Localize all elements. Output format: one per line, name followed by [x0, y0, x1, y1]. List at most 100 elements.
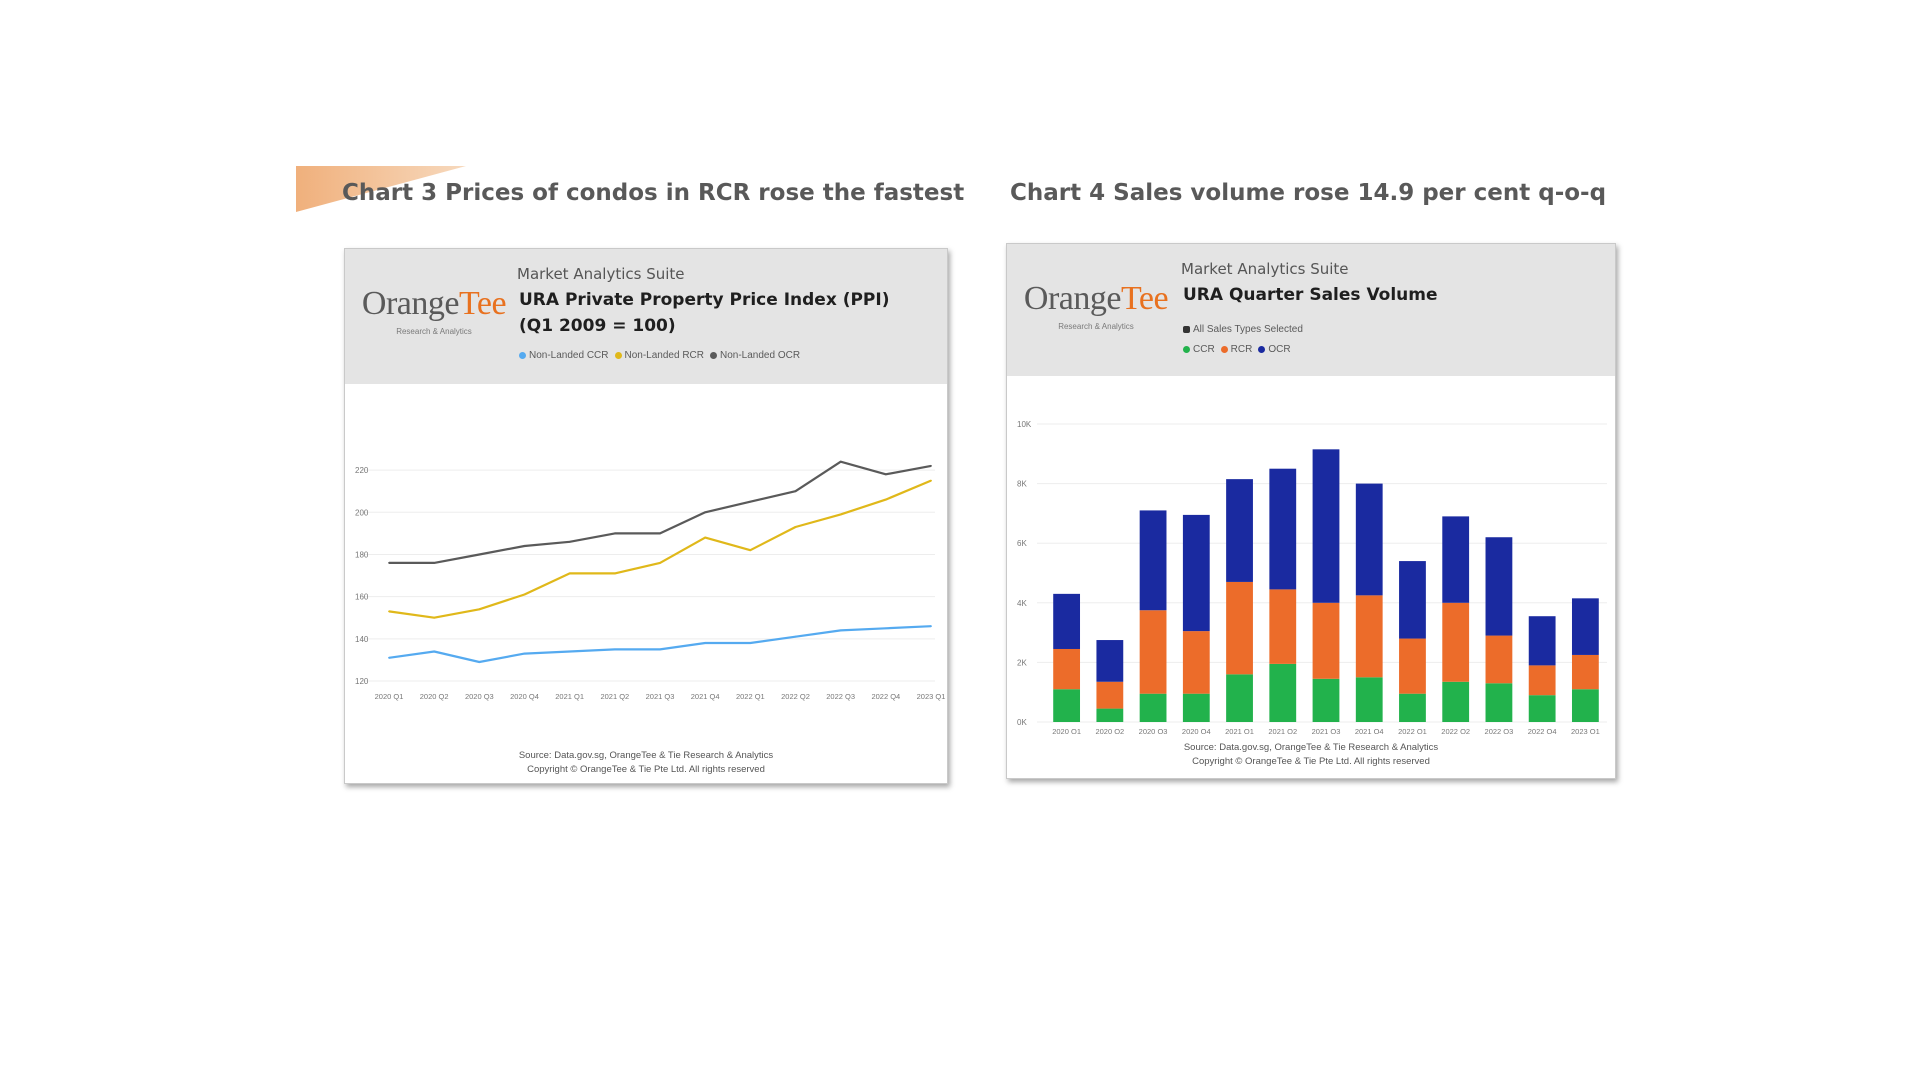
- ppi-chart-title: URA Private Property Price Index (PPI) (…: [519, 287, 890, 339]
- sales-bar-segment: [1096, 640, 1124, 682]
- ppi-y-tick-label: 120: [355, 677, 369, 686]
- logo-name-main: Orange: [1023, 280, 1122, 317]
- ppi-title-line-1: URA Private Property Price Index (PPI): [519, 290, 890, 310]
- ppi-line-chart: 120 140 160 180 200 220 2020 Q1 2020 Q2 2020 Q3 2…: [355, 460, 946, 701]
- sales-bar-segment: [1139, 510, 1167, 611]
- ppi-data-point: [794, 490, 797, 493]
- sales-x-tick-label: 2022 Q3: [1485, 727, 1514, 734]
- sales-bar-segment: [1485, 537, 1513, 636]
- ppi-legend-item: Non-Landed RCR: [614, 350, 705, 361]
- ppi-data-point: [433, 650, 436, 653]
- sales-bar-segment: [1226, 479, 1253, 582]
- sales-filter-note: All Sales Types Selected: [1183, 324, 1303, 335]
- sales-bar-segment: [1312, 602, 1340, 679]
- ppi-data-point: [523, 545, 526, 547]
- logo-tagline: Research & Analytics: [1058, 322, 1134, 331]
- sales-bar-segment: [1485, 635, 1513, 684]
- sales-bar-segment: [1096, 681, 1124, 709]
- sales-legend-item: OCR: [1258, 344, 1291, 355]
- sales-x-tick-label: 2020 Q4: [1182, 727, 1211, 734]
- chart-3-heading: Chart 3 Prices of condos in RCR rose the…: [342, 180, 965, 206]
- sales-bar-segment: [1528, 665, 1556, 696]
- logo-name-main: Orange: [361, 285, 460, 322]
- sales-y-tick-label: 8K: [1017, 480, 1027, 489]
- ppi-legend: Non-Landed CCR Non-Landed RCR Non-Landed O…: [519, 350, 806, 361]
- ppi-data-point: [523, 652, 526, 655]
- sales-bar-segment: [1355, 483, 1383, 596]
- sales-bar-segment: [1226, 581, 1253, 675]
- ppi-x-tick-label: 2020 Q1: [375, 692, 404, 701]
- ppi-x-tick-label: 2021 Q2: [600, 692, 629, 701]
- sales-bar-segment: [1182, 693, 1210, 722]
- ppi-data-point: [839, 460, 842, 463]
- sales-x-tick-label: 2022 Q4: [1528, 727, 1557, 734]
- sales-y-tick-label: 2K: [1017, 658, 1027, 667]
- ppi-legend-item: Non-Landed OCR: [710, 350, 800, 361]
- ppi-x-tick-label: 2021 Q3: [646, 692, 675, 701]
- sales-volume-chart-panel: OrangeTee Research & Analytics Market An…: [1006, 243, 1616, 779]
- sales-legend-item: RCR: [1220, 344, 1252, 355]
- ppi-data-point: [930, 625, 932, 628]
- ppi-x-tick-label: 2020 Q4: [510, 692, 539, 701]
- sales-copyright-text: Copyright © OrangeTee & Tie Pte Ltd. All…: [1192, 756, 1430, 767]
- sales-bar-segment: [1442, 681, 1470, 722]
- ppi-data-point: [884, 498, 887, 501]
- sales-bar-segment: [1139, 693, 1167, 722]
- sales-bar-segment: [1312, 678, 1340, 722]
- sales-legend-item: CCR: [1183, 344, 1215, 355]
- ppi-data-point: [568, 650, 571, 653]
- ppi-data-point: [794, 635, 797, 638]
- sales-x-tick-label: 2023 Q1: [1571, 727, 1600, 734]
- ppi-data-point: [388, 610, 390, 613]
- ppi-data-point: [433, 561, 436, 564]
- sales-legend-label: CCR: [1193, 344, 1215, 355]
- ppi-data-point: [839, 629, 842, 632]
- ppi-legend-swatch: [519, 352, 526, 359]
- sales-y-tick-label: 0K: [1017, 718, 1027, 727]
- sales-legend-label: OCR: [1268, 344, 1291, 355]
- sales-y-tick-label: 6K: [1017, 539, 1027, 548]
- sales-bar-segment: [1355, 677, 1383, 722]
- ppi-data-point: [568, 540, 571, 543]
- ppi-data-point: [388, 656, 390, 659]
- logo-name-accent: Tee: [458, 285, 507, 322]
- ppi-data-point: [613, 648, 616, 651]
- ppi-data-point: [930, 464, 932, 467]
- ppi-data-point: [884, 473, 887, 476]
- ppi-x-tick-label: 2023 Q1: [917, 692, 946, 701]
- suite-label: Market Analytics Suite: [517, 265, 685, 283]
- chart-4-heading: Chart 4 Sales volume rose 14.9 per cent …: [1010, 180, 1607, 206]
- ppi-data-point: [523, 593, 526, 596]
- ppi-x-tick-label: 2022 Q3: [826, 692, 855, 701]
- sales-bar-segment: [1096, 708, 1124, 722]
- ppi-y-tick-label: 180: [355, 550, 369, 559]
- sales-source-note: Source: Data.gov.sg, OrangeTee & Tie Res…: [1007, 741, 1615, 769]
- ppi-data-point: [749, 500, 752, 503]
- sales-legend-swatch: [1220, 346, 1228, 353]
- sales-x-tick-label: 2020 Q3: [1139, 727, 1168, 734]
- ppi-data-point: [704, 642, 707, 644]
- filter-bullet-icon: [1183, 326, 1190, 333]
- ppi-x-tick-label: 2020 Q3: [465, 692, 494, 701]
- sales-stacked-bar-chart: 0K 2K 4K 6K 8K 10K 2020 Q1 2020 Q2 2020 Q3 2020 Q…: [1017, 420, 1607, 734]
- ppi-y-tick-label: 200: [355, 508, 369, 517]
- ppi-x-tick-label: 2021 Q1: [555, 692, 584, 701]
- ppi-data-point: [568, 572, 571, 575]
- ppi-x-tick-label: 2022 Q2: [781, 692, 810, 701]
- sales-x-tick-label: 2021 Q2: [1268, 727, 1297, 734]
- ppi-source-note: Source: Data.gov.sg, OrangeTee & Tie Res…: [345, 749, 947, 777]
- ppi-data-point: [794, 526, 797, 528]
- sales-bar-segment: [1571, 689, 1599, 722]
- ppi-chart-panel: OrangeTee Research & Analytics Market An…: [344, 248, 948, 784]
- sales-bar-segment: [1442, 602, 1470, 682]
- orangetee-logo: OrangeTee Research & Analytics: [1021, 280, 1171, 331]
- sales-x-tick-label: 2020 Q2: [1095, 727, 1124, 734]
- ppi-x-tick-label: 2021 Q4: [691, 692, 720, 701]
- ppi-data-point: [478, 553, 481, 556]
- ppi-data-point: [839, 513, 842, 516]
- ppi-data-point: [613, 572, 616, 575]
- ppi-legend-label: Non-Landed RCR: [624, 350, 705, 361]
- filter-note-text: All Sales Types Selected: [1193, 324, 1303, 335]
- sales-bar-segment: [1355, 595, 1383, 678]
- ppi-data-point: [659, 561, 661, 564]
